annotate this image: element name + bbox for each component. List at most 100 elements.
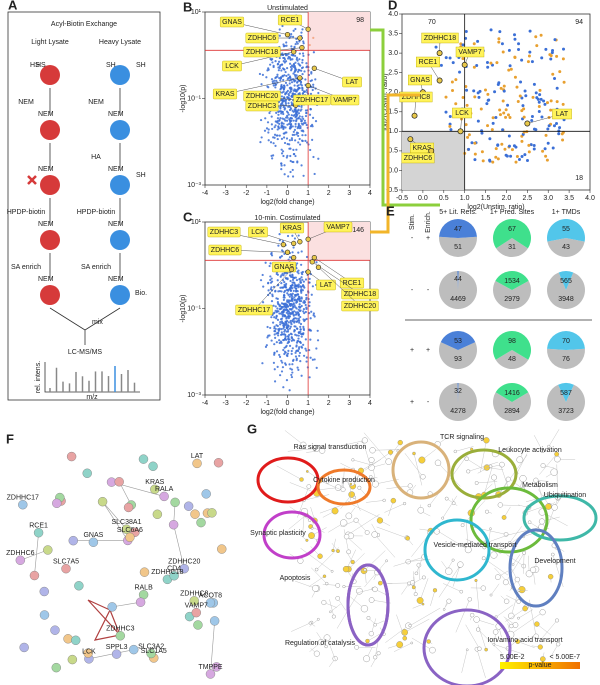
protein [40, 230, 60, 250]
node [357, 485, 362, 490]
background-point [497, 40, 501, 44]
node-label: RALB [134, 585, 153, 592]
background-point [289, 367, 292, 370]
background-point [297, 340, 300, 343]
background-point [501, 50, 505, 54]
x-tick-label: 0 [286, 190, 290, 197]
y-tick-label: 4.0 [388, 11, 398, 18]
node [74, 581, 84, 591]
background-point [540, 56, 544, 60]
node [517, 588, 521, 592]
background-point [293, 320, 296, 323]
background-point [276, 128, 279, 131]
background-point [308, 277, 311, 281]
background-point [276, 117, 280, 120]
background-point [294, 355, 298, 358]
x-tick-label: -1 [264, 190, 270, 197]
node [365, 638, 370, 644]
node [114, 477, 124, 487]
background-point [444, 56, 448, 60]
background-point [287, 102, 290, 105]
background-point [284, 345, 288, 349]
background-point [286, 292, 289, 295]
edge [556, 464, 558, 497]
edge [330, 603, 341, 612]
background-point [259, 279, 263, 282]
background-point [273, 316, 276, 319]
background-point [540, 115, 544, 119]
background-point [500, 142, 504, 146]
background-point [434, 45, 438, 49]
label: LC-MS/MS [68, 349, 103, 356]
background-point [282, 333, 285, 336]
node [314, 567, 319, 572]
background-point [530, 60, 534, 64]
gene-label-box [207, 226, 241, 238]
node [489, 527, 492, 531]
background-point [288, 75, 292, 78]
background-point [277, 310, 280, 313]
background-point [287, 92, 290, 96]
node [357, 475, 363, 481]
node [369, 475, 373, 479]
background-point [295, 278, 299, 282]
background-point [532, 144, 536, 148]
background-point [302, 354, 306, 357]
background-point [305, 111, 308, 115]
background-point [276, 301, 279, 304]
background-point [264, 261, 267, 264]
background-point [300, 299, 303, 303]
background-point [520, 155, 524, 159]
background-point [279, 79, 282, 82]
background-point [290, 352, 293, 355]
x-tick-label: 1 [306, 400, 310, 407]
background-point [288, 256, 292, 259]
background-point [494, 115, 498, 119]
node [516, 456, 524, 464]
background-point [283, 303, 287, 306]
background-point [278, 119, 281, 122]
background-point [299, 118, 302, 121]
node [457, 561, 464, 568]
background-point [464, 30, 468, 34]
node [405, 558, 411, 565]
node [429, 646, 436, 654]
background-point [272, 65, 275, 69]
background-point [264, 117, 267, 120]
background-point [283, 252, 286, 256]
node [501, 515, 507, 520]
background-point [305, 356, 308, 359]
background-point [272, 142, 275, 145]
background-point [281, 366, 285, 369]
node [33, 528, 44, 538]
protein [110, 65, 130, 85]
background-point [448, 114, 452, 118]
node [111, 649, 122, 659]
background-point [536, 97, 540, 101]
node [547, 444, 551, 449]
node [408, 623, 412, 628]
background-point [278, 353, 281, 357]
node [354, 645, 359, 650]
gene-label: ZDHHC6 [211, 247, 239, 254]
background-point [480, 131, 484, 135]
edge [88, 649, 134, 660]
gene-label-box [245, 32, 279, 44]
background-point [305, 62, 308, 65]
y-tick-label: 0.0 [388, 167, 398, 174]
background-point [520, 109, 524, 113]
background-point [295, 148, 298, 151]
node [371, 531, 378, 538]
background-point [311, 285, 314, 288]
node [300, 441, 307, 448]
color-scale [500, 662, 580, 669]
node-label: ZDHHC18 [151, 569, 183, 576]
background-point [562, 80, 566, 84]
background-point [517, 47, 521, 51]
node [421, 602, 425, 606]
node [405, 535, 410, 541]
background-point [280, 328, 283, 331]
node-label: SLC1A5 [141, 648, 167, 655]
background-point [291, 371, 294, 374]
